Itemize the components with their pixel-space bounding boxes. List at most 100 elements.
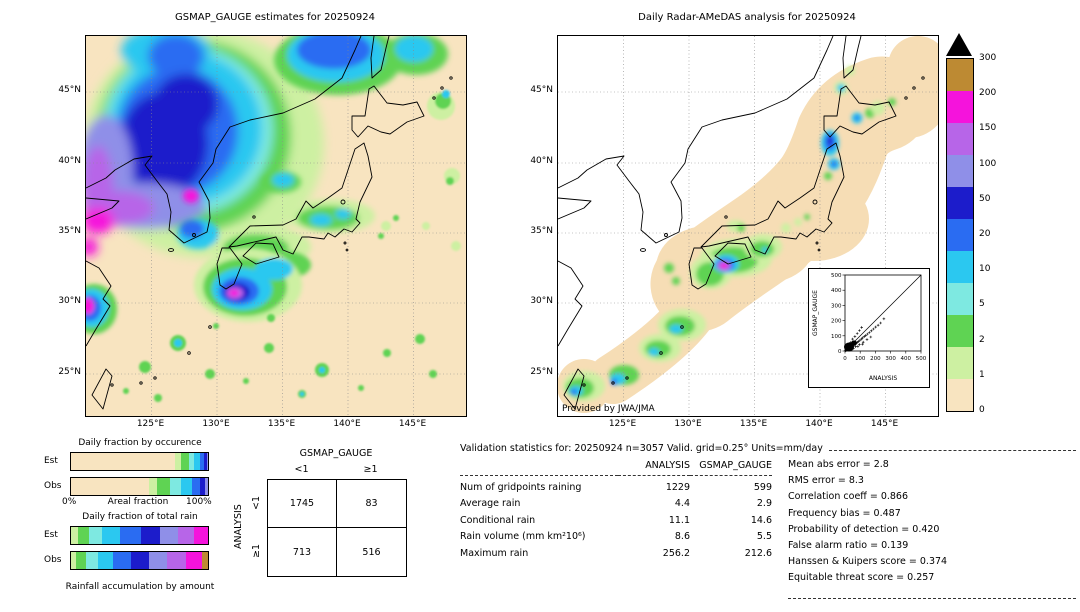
colorbar-segment [947, 91, 973, 123]
colorbar-label: 5 [979, 299, 985, 310]
validation-column-header: GSMAP_GAUGE [690, 460, 772, 476]
bar-segment [175, 453, 181, 470]
metric-line: Frequency bias = 0.487 [788, 507, 901, 519]
left-map-title: GSMAP_GAUGE estimates for 20250924 [175, 12, 375, 23]
contingency-row-lt1: <1 [251, 496, 262, 511]
lon-tick-label: 130°E [202, 419, 230, 429]
validation-header-spacer [460, 460, 618, 476]
validation-row-label: Num of gridpoints raining [460, 481, 582, 493]
metrics-list: Mean abs error = 2.8 RMS error = 8.3 Corre… [788, 459, 1078, 589]
svg-text:400: 400 [831, 288, 842, 294]
metric-line: Probability of detection = 0.420 [788, 523, 940, 535]
colorbar-segment [947, 59, 973, 91]
bar-segment [203, 453, 207, 470]
bar-segment [194, 527, 208, 544]
metric-line: Mean abs error = 2.8 [788, 459, 889, 470]
bar-segment [199, 453, 204, 470]
svg-text:400: 400 [901, 356, 912, 362]
bar-segment [76, 552, 87, 569]
lon-tick-label: 125°E [136, 419, 165, 429]
bar-segment [71, 552, 77, 569]
inset-ylabel: GSMAP_GAUGE [812, 290, 819, 336]
svg-text:100: 100 [831, 334, 842, 340]
validation-stats-panel: Validation statistics for: 20250924 n=30… [460, 443, 1076, 559]
total-rain-est-bar [70, 526, 209, 545]
metric-line: Equitable threat score = 0.257 [788, 572, 935, 584]
occurrence-obs-bar [70, 477, 209, 496]
inset-points [844, 317, 886, 352]
right-map-title: Daily Radar-AMeDAS analysis for 20250924 [638, 12, 856, 23]
bar-segment [71, 527, 78, 544]
validation-gsmap-value: 5.5 [756, 531, 772, 542]
total-rain-est-label: Est [44, 530, 58, 540]
validation-column-header: ANALYSIS [618, 460, 690, 476]
areal-axis-max: 100% [186, 497, 212, 507]
bar-segment [140, 527, 160, 544]
bar-segment [169, 478, 181, 495]
svg-text:100: 100 [855, 356, 866, 362]
occurrence-chart-title: Daily fraction by occurence [78, 438, 202, 448]
total-rain-chart-title: Daily fraction of total rain [82, 512, 198, 522]
bar-segment [180, 453, 189, 470]
contingency-col-lt1: <1 [294, 464, 309, 475]
bar-segment [166, 552, 186, 569]
validation-table: ANALYSIS GSMAP_GAUGE Num of gridpoints rai… [460, 460, 772, 559]
colorbar-segment [947, 251, 973, 283]
contingency-cell: 83 [337, 480, 406, 528]
bar-segment [202, 552, 208, 569]
colorbar-label: 200 [979, 88, 997, 99]
contingency-cell: 516 [362, 546, 381, 558]
gsmap-precip-map [85, 35, 467, 417]
lat-tick-label: 45°N [58, 85, 81, 95]
occurrence-est-bar [70, 452, 209, 471]
svg-text:500: 500 [916, 356, 927, 362]
colorbar-label: 1 [979, 369, 985, 380]
metric-line: Hanssen & Kuipers score = 0.374 [788, 556, 948, 568]
colorbar-segment [947, 187, 973, 219]
title-dash-rule [828, 443, 1076, 451]
total-rain-obs-label: Obs [44, 555, 62, 565]
bar-segment [71, 453, 176, 470]
bar-segment [188, 453, 195, 470]
colorbar-labels: 300 200 150 100 50 20 10 5 2 1 0 [979, 53, 1015, 415]
colorbar-segment [947, 123, 973, 155]
svg-text:0: 0 [838, 349, 842, 355]
lon-tick-label: 135°E [267, 419, 296, 429]
lon-tick-label: 140°E [333, 419, 361, 429]
colorbar-label: 2 [979, 334, 985, 345]
validation-gsmap-value: 2.9 [756, 498, 772, 509]
colorbar-segment [947, 155, 973, 187]
diagonal-line [844, 274, 922, 352]
validation-gsmap-value: 212.6 [744, 547, 772, 559]
bar-segment [205, 478, 208, 495]
radar-precip-layer [563, 66, 896, 401]
colorbar-label: 50 [979, 193, 991, 204]
lon-tick-label: 125°E [608, 419, 637, 429]
validation-row-label: Conditional rain [460, 514, 536, 526]
contingency-cell: 1745 [268, 480, 337, 528]
bar-segment [180, 478, 192, 495]
lon-tick-label: 135°E [739, 419, 768, 429]
colorbar-segment [947, 219, 973, 251]
contingency-cell: 713 [268, 528, 337, 576]
metric-line: RMS error = 8.3 [788, 475, 864, 487]
bar-segment [149, 478, 158, 495]
svg-text:300: 300 [885, 356, 896, 362]
colorbar [946, 58, 974, 412]
validation-row-label: Maximum rain [460, 547, 529, 559]
bar-segment [71, 478, 150, 495]
svg-text:0: 0 [843, 356, 847, 362]
lat-tick-label: 40°N [530, 156, 553, 166]
precip-layer-main [86, 36, 324, 258]
colorbar-label: 10 [979, 264, 991, 275]
scatter-inset-panel: 0 0 100 100 200 200 300 300 400 400 500 500 GSMAP_G… [808, 268, 930, 388]
areal-axis-label: Areal fraction [107, 497, 169, 507]
contingency-grid: 1745 83 713 516 [267, 479, 407, 577]
credit-text: Provided by JWA/JMA [562, 404, 655, 414]
bar-segment [149, 552, 167, 569]
lat-tick-label: 35°N [530, 226, 553, 236]
lat-tick-label: 30°N [530, 296, 553, 306]
contingency-row-axis: ANALYSIS [233, 504, 244, 550]
lat-tick-label: 25°N [530, 367, 553, 377]
